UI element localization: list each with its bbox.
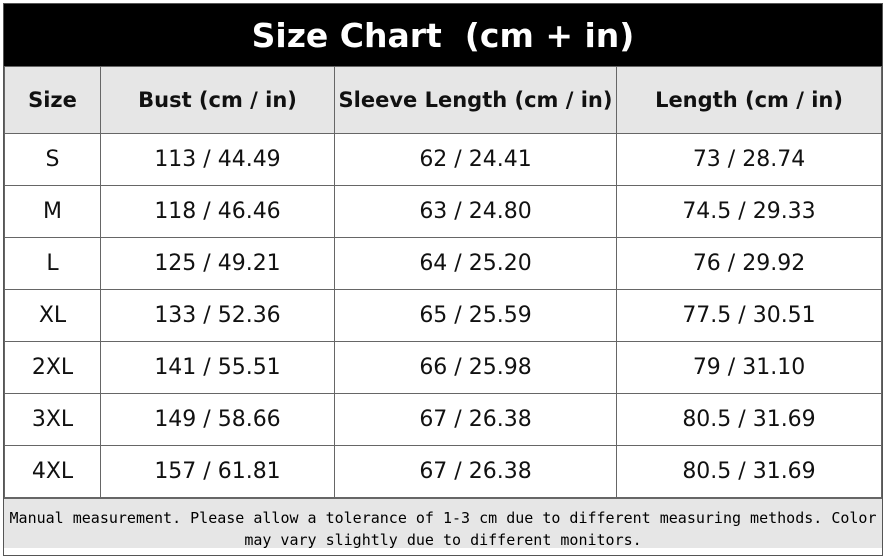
table-row: 4XL 157 / 61.81 67 / 26.38 80.5 / 31.69 bbox=[4, 445, 882, 498]
table-cell: 4XL bbox=[4, 445, 101, 498]
table-cell: 62 / 24.41 bbox=[334, 133, 617, 186]
table-cell: 3XL bbox=[4, 393, 101, 446]
column-header: Bust (cm / in) bbox=[100, 66, 335, 134]
table-row: 2XL 141 / 55.51 66 / 25.98 79 / 31.10 bbox=[4, 341, 882, 394]
table-cell: S bbox=[4, 133, 101, 186]
column-header: Length (cm / in) bbox=[616, 66, 882, 134]
table-cell: 80.5 / 31.69 bbox=[616, 445, 882, 498]
table-cell: M bbox=[4, 185, 101, 238]
header-row: Size Bust (cm / in) Sleeve Length (cm / in… bbox=[4, 66, 882, 134]
table-cell: 73 / 28.74 bbox=[616, 133, 882, 186]
column-header: Sleeve Length (cm / in) bbox=[334, 66, 617, 134]
column-header: Size bbox=[4, 66, 101, 134]
table-cell: 77.5 / 30.51 bbox=[616, 289, 882, 342]
table-cell: 141 / 55.51 bbox=[100, 341, 335, 394]
table-cell: 113 / 44.49 bbox=[100, 133, 335, 186]
title: Size Chart (cm + in) bbox=[4, 4, 882, 66]
table-cell: 64 / 25.20 bbox=[334, 237, 617, 290]
table-cell: 66 / 25.98 bbox=[334, 341, 617, 394]
footer-note: Manual measurement. Please allow a toler… bbox=[4, 498, 882, 549]
table-cell: 79 / 31.10 bbox=[616, 341, 882, 394]
table-row: M 118 / 46.46 63 / 24.80 74.5 / 29.33 bbox=[4, 185, 882, 238]
table-cell: 133 / 52.36 bbox=[100, 289, 335, 342]
table-cell: 118 / 46.46 bbox=[100, 185, 335, 238]
table-cell: 80.5 / 31.69 bbox=[616, 393, 882, 446]
table-cell: 76 / 29.92 bbox=[616, 237, 882, 290]
table-row: S 113 / 44.49 62 / 24.41 73 / 28.74 bbox=[4, 133, 882, 186]
table-cell: 74.5 / 29.33 bbox=[616, 185, 882, 238]
table-row: L 125 / 49.21 64 / 25.20 76 / 29.92 bbox=[4, 237, 882, 290]
table-cell: 2XL bbox=[4, 341, 101, 394]
table-cell: L bbox=[4, 237, 101, 290]
size-table: Size Bust (cm / in) Sleeve Length (cm / in… bbox=[4, 66, 882, 498]
table-cell: 125 / 49.21 bbox=[100, 237, 335, 290]
table-row: XL 133 / 52.36 65 / 25.59 77.5 / 30.51 bbox=[4, 289, 882, 342]
table-cell: 67 / 26.38 bbox=[334, 445, 617, 498]
table-cell: 65 / 25.59 bbox=[334, 289, 617, 342]
table-cell: 157 / 61.81 bbox=[100, 445, 335, 498]
table-cell: XL bbox=[4, 289, 101, 342]
table-cell: 67 / 26.38 bbox=[334, 393, 617, 446]
table-cell: 149 / 58.66 bbox=[100, 393, 335, 446]
size-chart: Size Chart (cm + in) Size Bust (cm / in) S… bbox=[3, 3, 883, 556]
table-cell: 63 / 24.80 bbox=[334, 185, 617, 238]
table-row: 3XL 149 / 58.66 67 / 26.38 80.5 / 31.69 bbox=[4, 393, 882, 446]
